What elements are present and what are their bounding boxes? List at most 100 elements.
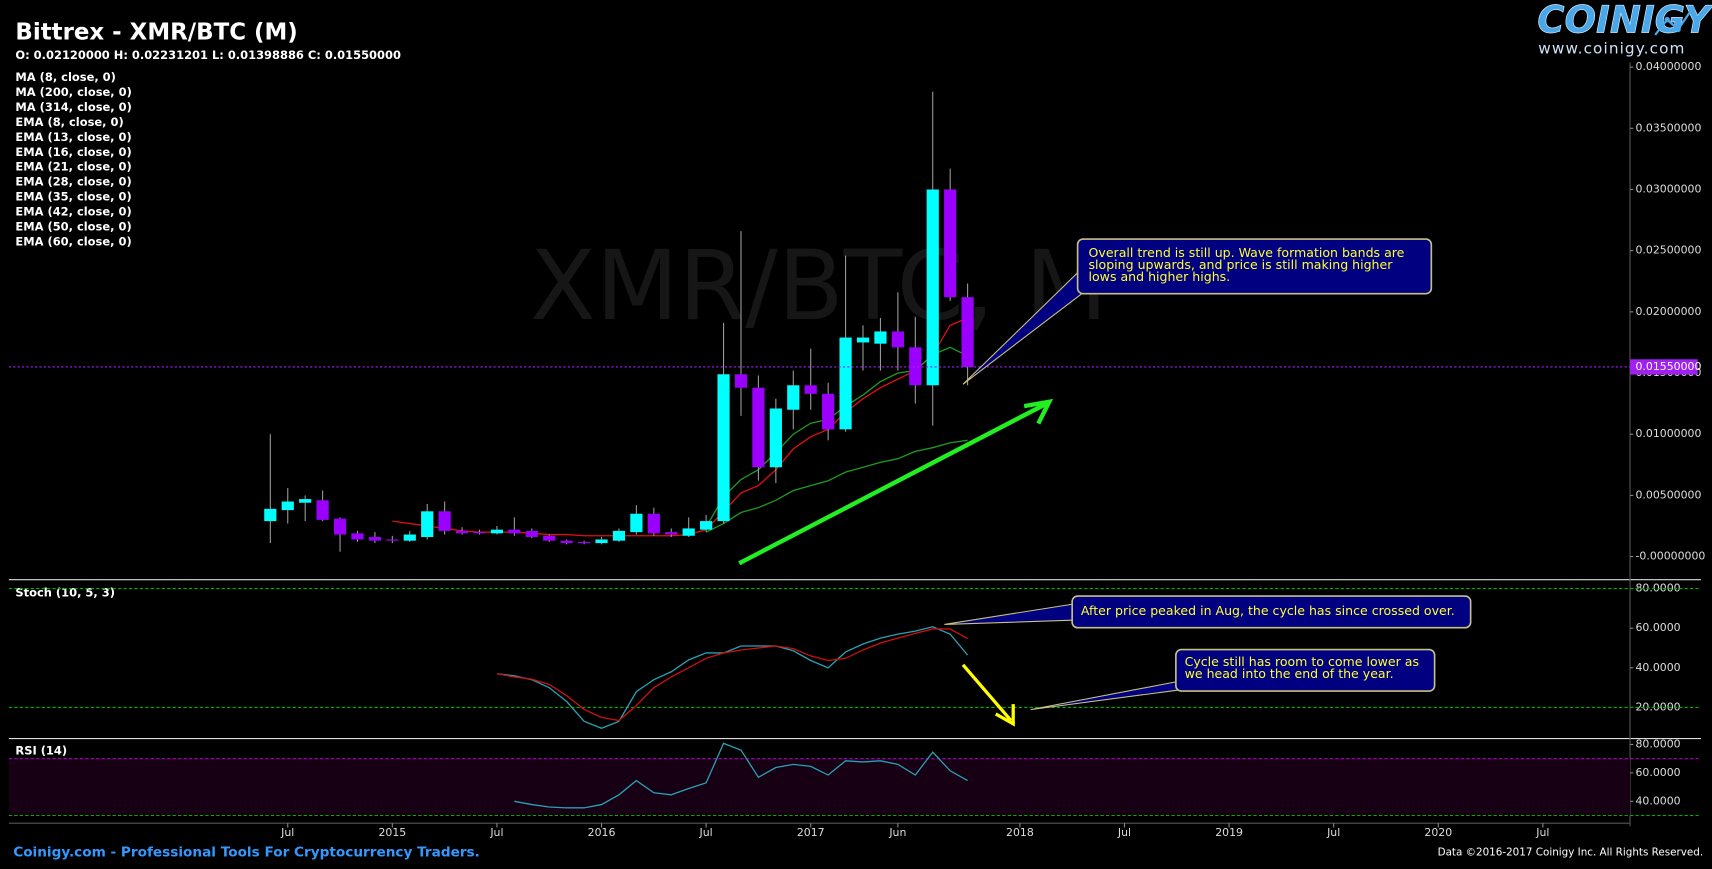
y-tick-label: -0.00000000 xyxy=(1635,550,1705,563)
footer-copyright: Data ©2016-2017 Coinigy Inc. All Rights … xyxy=(1438,847,1704,859)
candle-body xyxy=(630,513,643,533)
callout-text: we head into the end of the year. xyxy=(1185,666,1394,681)
candle-body xyxy=(891,331,904,348)
indicator-label: MA (8, close, 0) xyxy=(15,70,116,84)
indicator-label: EMA (50, close, 0) xyxy=(15,220,131,234)
candle-body xyxy=(560,540,573,544)
indicator-label: EMA (16, close, 0) xyxy=(15,145,131,159)
callout-box xyxy=(1071,595,1472,629)
x-tick-label: Jul xyxy=(1117,826,1131,839)
y-tick-label: 0.04000000 xyxy=(1635,60,1701,73)
y-tick-label: 0.02000000 xyxy=(1635,305,1701,318)
ohlc-readout: O: 0.02120000 H: 0.02231201 L: 0.0139888… xyxy=(15,48,401,62)
callout-box xyxy=(1076,238,1433,295)
candle-body xyxy=(944,189,957,298)
logo-icon xyxy=(1654,8,1694,36)
candle-body xyxy=(577,541,591,544)
x-tick-label: 2017 xyxy=(797,826,825,839)
candle-body xyxy=(403,534,416,541)
trend-arrow-head xyxy=(1023,398,1054,425)
candle-body xyxy=(264,508,277,522)
x-tick-label: 2020 xyxy=(1424,826,1452,839)
x-tick-label: 2016 xyxy=(588,826,616,839)
candle-body xyxy=(281,501,294,511)
watermark: XMR/BTC, M xyxy=(530,230,1108,342)
callout-text: lows and higher highs. xyxy=(1089,269,1231,284)
x-tick-label: Jul xyxy=(1326,826,1340,839)
x-tick-label: Jul xyxy=(1535,826,1549,839)
logo-icon-dot xyxy=(1664,16,1670,23)
indicator-label: MA (314, close, 0) xyxy=(15,100,131,114)
candle-body xyxy=(473,532,486,534)
candle-body xyxy=(386,539,399,541)
y-tick-label: 0.03000000 xyxy=(1635,182,1701,195)
candle-body xyxy=(543,535,556,541)
y-tick-label: 0.03500000 xyxy=(1635,121,1701,134)
indicator-label: MA (200, close, 0) xyxy=(15,85,131,99)
brand-logo: COINIGY xyxy=(1537,0,1712,41)
candle-body xyxy=(333,518,347,535)
candle-body xyxy=(508,529,521,534)
y-tick-label: 40.0000 xyxy=(1635,794,1680,807)
candle-body xyxy=(455,530,469,534)
indicator-label: EMA (28, close, 0) xyxy=(15,175,131,189)
series-line xyxy=(496,628,968,722)
series-line xyxy=(514,742,968,809)
indicator-label: EMA (13, close, 0) xyxy=(15,130,131,144)
x-tick-label: Jul xyxy=(489,826,503,839)
panel-title: Stoch (10, 5, 3) xyxy=(15,585,115,599)
x-tick-label: 2018 xyxy=(1006,826,1034,839)
candle-body xyxy=(909,347,922,386)
indicator-label: EMA (21, close, 0) xyxy=(15,160,131,174)
candle-body xyxy=(612,530,626,541)
candle-body xyxy=(769,408,782,468)
candle-body xyxy=(421,511,434,538)
cycle-arrow xyxy=(961,663,1013,722)
series-line xyxy=(496,626,969,729)
candle-body xyxy=(752,387,765,468)
series-line xyxy=(392,317,968,537)
panel-title: RSI (14) xyxy=(15,744,67,758)
level-band xyxy=(8,758,1631,816)
indicator-label: EMA (8, close, 0) xyxy=(15,115,123,129)
y-tick-label: 0.00500000 xyxy=(1635,488,1701,501)
plot-area: Jul 2015 Jul 2016 Jul 2017 Jun 2018 Jul 2019 Jul 20… xyxy=(8,60,1705,839)
logo-icon-dot xyxy=(1675,26,1681,33)
candle-body xyxy=(490,529,504,534)
indicator-label: EMA (60, close, 0) xyxy=(15,235,131,249)
candle-body xyxy=(700,521,713,530)
candle-body xyxy=(351,533,364,540)
series-line xyxy=(705,439,968,533)
candle-body xyxy=(525,530,538,538)
last-price-tag xyxy=(1630,359,1698,375)
callout-text: Overall trend is still up. Wave formatio… xyxy=(1089,245,1405,260)
callout-text: After price peaked in Aug, the cycle has… xyxy=(1081,603,1455,618)
x-tick-label: 2015 xyxy=(378,826,406,839)
candle-body xyxy=(822,393,835,430)
candle-body xyxy=(316,500,329,520)
y-tick-label: 0.01000000 xyxy=(1635,427,1701,440)
trend-arrow xyxy=(738,401,1047,566)
candle-body xyxy=(874,331,887,344)
indicator-label: EMA (42, close, 0) xyxy=(15,205,131,219)
candle-body xyxy=(787,385,800,410)
y-tick-label: 80.0000 xyxy=(1635,737,1680,750)
y-tick-label: 60.0000 xyxy=(1635,621,1680,634)
x-tick-label: Jul xyxy=(699,826,713,839)
candle-body xyxy=(717,374,730,522)
candle-body xyxy=(438,511,451,531)
candle-body xyxy=(665,532,678,535)
candle-body xyxy=(595,539,608,544)
candle-body xyxy=(856,337,870,343)
candle-body xyxy=(839,337,852,430)
x-tick-label: Jul xyxy=(280,826,294,839)
y-tick-label: 60.0000 xyxy=(1635,766,1680,779)
y-tick-label: 40.0000 xyxy=(1635,661,1680,674)
logo-icon-dot xyxy=(1689,6,1695,12)
brand-url: www.coinigy.com xyxy=(1538,40,1685,58)
candle-body xyxy=(961,297,974,367)
chart-title: Bittrex - XMR/BTC (M) xyxy=(15,19,297,45)
